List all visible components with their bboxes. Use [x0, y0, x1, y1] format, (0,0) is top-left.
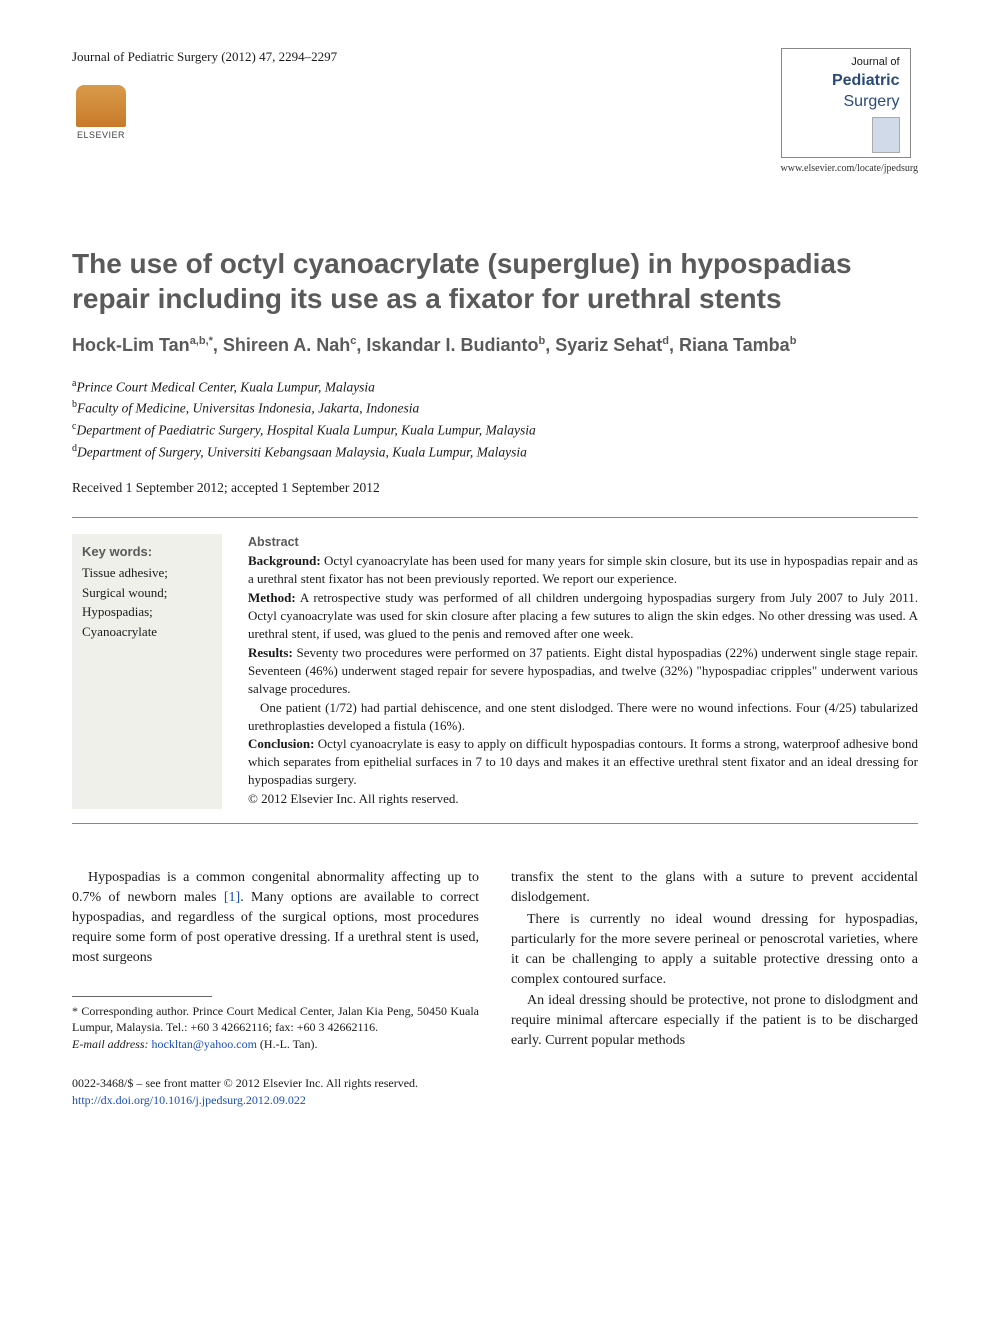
footer-front-matter: 0022-3468/$ – see front matter © 2012 El…: [72, 1075, 479, 1092]
abstract-method: Method: A retrospective study was perfor…: [248, 589, 918, 643]
footnote-email-row: E-mail address: hockltan@yahoo.com (H.-L…: [72, 1036, 479, 1053]
header-left: Journal of Pediatric Surgery (2012) 47, …: [72, 48, 337, 142]
header-right: Journal of Pediatric Surgery www.elsevie…: [781, 48, 918, 176]
page-header: Journal of Pediatric Surgery (2012) 47, …: [72, 48, 918, 176]
corresponding-author-footnote: * Corresponding author. Prince Court Med…: [72, 1003, 479, 1053]
abstract-method-text: A retrospective study was performed of a…: [248, 590, 918, 641]
body-col-left: Hypospadias is a common congenital abnor…: [72, 868, 479, 1108]
abstract-conclusion: Conclusion: Octyl cyanoacrylate is easy …: [248, 735, 918, 789]
body-p1: Hypospadias is a common congenital abnor…: [72, 868, 479, 967]
abstract: Abstract Background: Octyl cyanoacrylate…: [248, 534, 918, 809]
body-columns: Hypospadias is a common congenital abnor…: [72, 868, 918, 1108]
body-right-p3: An ideal dressing should be protective, …: [511, 991, 918, 1051]
footer: 0022-3468/$ – see front matter © 2012 El…: [72, 1075, 479, 1109]
journal-cover-thumb-icon: [872, 117, 900, 153]
journal-surgery: Surgery: [792, 91, 900, 113]
footnote-email[interactable]: hockltan@yahoo.com: [152, 1037, 257, 1051]
abstract-method-label: Method:: [248, 590, 296, 605]
keywords-box: Key words: Tissue adhesive; Surgical wou…: [72, 534, 222, 809]
divider: [72, 823, 918, 824]
abstract-results-1: Results: Seventy two procedures were per…: [248, 644, 918, 698]
divider: [72, 517, 918, 518]
abstract-background: Background: Octyl cyanoacrylate has been…: [248, 552, 918, 588]
abstract-heading: Abstract: [248, 534, 918, 551]
body-col-right: transfix the stent to the glans with a s…: [511, 868, 918, 1108]
journal-citation: Journal of Pediatric Surgery (2012) 47, …: [72, 48, 337, 66]
abstract-background-text: Octyl cyanoacrylate has been used for ma…: [248, 553, 918, 586]
footnote-email-label: E-mail address:: [72, 1037, 149, 1051]
journal-of: Journal of: [792, 55, 900, 70]
abstract-results-label: Results:: [248, 645, 293, 660]
ref-link-1[interactable]: [1]: [224, 890, 240, 905]
authors: Hock-Lim Tana,b,*, Shireen A. Nahc, Iska…: [72, 332, 918, 358]
keywords-list: Tissue adhesive; Surgical wound; Hypospa…: [82, 563, 212, 641]
elsevier-logo: ELSEVIER: [72, 80, 130, 142]
footnote-corresponding: * Corresponding author. Prince Court Med…: [72, 1003, 479, 1037]
elsevier-tree-icon: [76, 85, 126, 127]
article-dates: Received 1 September 2012; accepted 1 Se…: [72, 479, 918, 497]
footer-doi[interactable]: http://dx.doi.org/10.1016/j.jpedsurg.201…: [72, 1092, 479, 1109]
article-title: The use of octyl cyanoacrylate (superglu…: [72, 246, 918, 316]
abstract-row: Key words: Tissue adhesive; Surgical wou…: [72, 534, 918, 809]
body-right-p1: transfix the stent to the glans with a s…: [511, 868, 918, 908]
elsevier-text: ELSEVIER: [77, 129, 125, 141]
footnote-email-who: (H.-L. Tan).: [257, 1037, 318, 1051]
body-right-p2: There is currently no ideal wound dressi…: [511, 910, 918, 990]
abstract-conclusion-label: Conclusion:: [248, 736, 314, 751]
abstract-conclusion-text: Octyl cyanoacrylate is easy to apply on …: [248, 736, 918, 787]
abstract-copyright: © 2012 Elsevier Inc. All rights reserved…: [248, 790, 918, 808]
journal-pediatric: Pediatric: [792, 70, 900, 92]
journal-url[interactable]: www.elsevier.com/locate/jpedsurg: [781, 162, 918, 176]
keywords-heading: Key words:: [82, 542, 212, 562]
footnote-separator: [72, 996, 212, 997]
journal-title-box: Journal of Pediatric Surgery: [781, 48, 911, 158]
abstract-results-2: One patient (1/72) had partial dehiscenc…: [248, 699, 918, 735]
affiliations: aPrince Court Medical Center, Kuala Lump…: [72, 376, 918, 463]
abstract-results-text-1: Seventy two procedures were performed on…: [248, 645, 918, 696]
abstract-background-label: Background:: [248, 553, 321, 568]
